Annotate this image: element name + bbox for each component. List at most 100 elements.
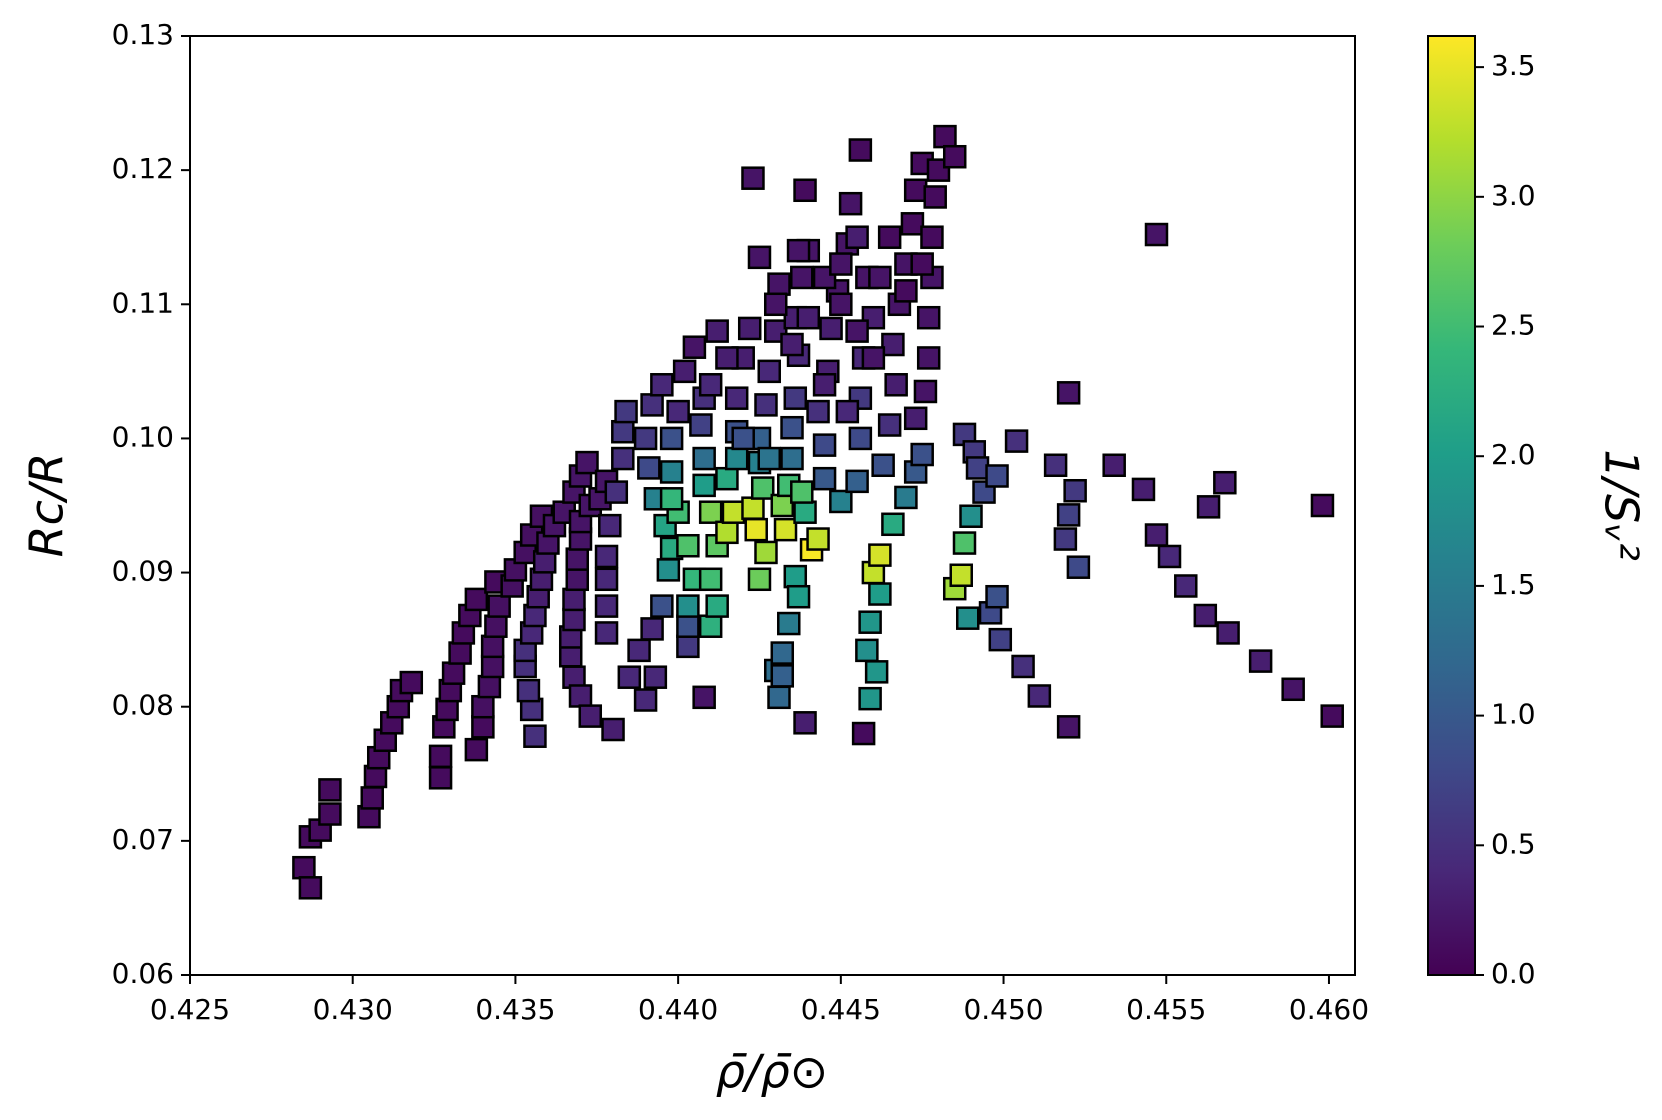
- x-axis-label: ρ̄/ρ̄⊙: [716, 1045, 828, 1099]
- point: [923, 185, 947, 209]
- y-tick-label: 0.11: [112, 286, 174, 319]
- point: [1053, 527, 1078, 551]
- point: [848, 138, 873, 162]
- y-tick-label: 0.09: [112, 555, 174, 588]
- point: [786, 584, 811, 609]
- point: [913, 379, 938, 404]
- point: [783, 564, 808, 589]
- point: [698, 567, 723, 592]
- point: [666, 399, 690, 424]
- point: [643, 665, 668, 689]
- x-tick-label: 0.435: [475, 993, 555, 1026]
- point: [672, 359, 697, 384]
- x-tick-label: 0.445: [801, 993, 881, 1026]
- point: [578, 704, 603, 728]
- point: [767, 272, 791, 296]
- point: [959, 504, 983, 528]
- colorbar-tick-label: 3.0: [1491, 179, 1536, 212]
- point: [692, 685, 716, 710]
- point: [881, 332, 905, 357]
- point: [611, 446, 635, 471]
- point: [676, 533, 700, 558]
- point: [812, 433, 837, 457]
- point: [757, 359, 781, 384]
- y-axis-label: Rc/R: [20, 453, 74, 558]
- point: [318, 778, 342, 802]
- point: [480, 634, 505, 659]
- point: [1004, 429, 1029, 453]
- x-tick-label: 0.450: [963, 993, 1043, 1026]
- point: [523, 724, 547, 748]
- point: [565, 547, 589, 571]
- point: [812, 466, 837, 491]
- colorbar: [1427, 35, 1476, 976]
- colorbar-tick-label: 1.5: [1491, 568, 1536, 601]
- point: [877, 413, 902, 437]
- point: [1011, 654, 1035, 679]
- point: [903, 406, 928, 431]
- point: [1027, 684, 1052, 708]
- point: [676, 594, 700, 618]
- point: [715, 466, 739, 491]
- point: [858, 610, 882, 634]
- colorbar-tick-label: 1.0: [1491, 698, 1536, 731]
- point: [471, 715, 495, 739]
- point: [916, 346, 941, 370]
- point: [910, 252, 934, 276]
- point: [659, 460, 684, 484]
- point: [780, 446, 804, 471]
- point: [773, 517, 798, 542]
- point: [829, 489, 853, 514]
- point: [656, 558, 681, 582]
- point: [780, 332, 804, 357]
- point: [845, 225, 869, 249]
- point: [441, 661, 466, 685]
- point: [965, 456, 990, 480]
- point: [1174, 574, 1198, 598]
- point: [737, 316, 762, 341]
- point: [731, 426, 755, 451]
- point: [627, 638, 651, 663]
- point: [640, 617, 664, 641]
- point: [884, 373, 908, 397]
- point: [1281, 677, 1305, 702]
- point: [659, 426, 684, 451]
- point: [933, 124, 957, 149]
- point: [604, 480, 629, 504]
- point: [360, 786, 384, 810]
- x-tick-label: 0.460: [1289, 993, 1369, 1026]
- point: [594, 621, 619, 645]
- point: [770, 641, 795, 665]
- point: [650, 373, 674, 397]
- point: [698, 500, 723, 524]
- point: [1131, 477, 1156, 502]
- point: [793, 711, 817, 735]
- y-tick-label: 0.06: [112, 957, 174, 990]
- x-tick-label: 0.440: [638, 993, 718, 1026]
- point: [770, 664, 795, 688]
- point: [949, 563, 973, 588]
- point: [848, 426, 873, 451]
- point: [757, 446, 781, 471]
- point: [715, 520, 739, 545]
- point: [698, 614, 723, 638]
- point: [1196, 495, 1221, 519]
- plot-frame: [189, 35, 1356, 976]
- point: [744, 517, 768, 542]
- colorbar-tick-label: 0.0: [1491, 957, 1536, 990]
- colorbar-label: 1/Sᵥ²: [1595, 449, 1649, 561]
- point: [790, 480, 814, 504]
- point: [838, 191, 863, 216]
- point: [464, 737, 489, 762]
- point: [916, 305, 941, 330]
- point: [562, 587, 586, 612]
- point: [565, 567, 589, 592]
- point: [640, 393, 664, 417]
- y-tick-label: 0.13: [112, 18, 174, 51]
- point: [562, 607, 586, 632]
- point: [1213, 470, 1237, 495]
- point: [845, 469, 869, 494]
- x-tick-label: 0.425: [150, 993, 230, 1026]
- point: [1102, 453, 1126, 478]
